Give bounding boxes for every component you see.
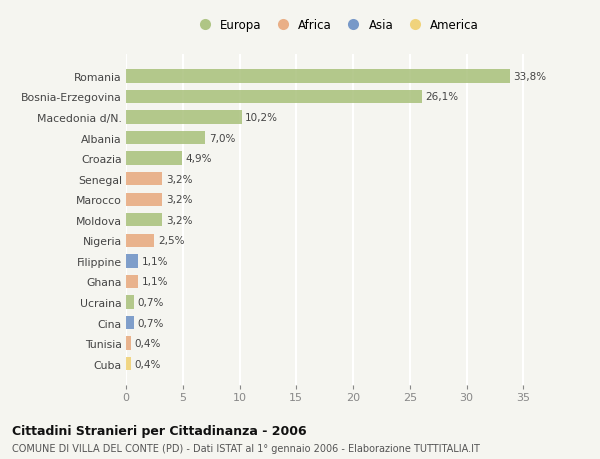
Bar [126, 90, 422, 104]
Bar [126, 70, 509, 84]
Text: 0,7%: 0,7% [137, 318, 164, 328]
Bar [126, 296, 134, 309]
Bar [126, 132, 205, 145]
Bar [126, 255, 139, 268]
Text: 7,0%: 7,0% [209, 133, 235, 143]
Bar [126, 275, 139, 289]
Bar [126, 173, 163, 186]
Bar [126, 316, 134, 330]
Bar [126, 234, 154, 247]
Text: 3,2%: 3,2% [166, 174, 192, 185]
Text: 33,8%: 33,8% [513, 72, 546, 82]
Text: 26,1%: 26,1% [425, 92, 459, 102]
Bar [126, 357, 131, 370]
Text: 2,5%: 2,5% [158, 236, 184, 246]
Bar [126, 152, 182, 165]
Text: 1,1%: 1,1% [142, 277, 169, 287]
Bar [126, 193, 163, 207]
Legend: Europa, Africa, Asia, America: Europa, Africa, Asia, America [188, 15, 484, 37]
Text: COMUNE DI VILLA DEL CONTE (PD) - Dati ISTAT al 1° gennaio 2006 - Elaborazione TU: COMUNE DI VILLA DEL CONTE (PD) - Dati IS… [12, 443, 480, 453]
Bar [126, 111, 242, 124]
Bar [126, 337, 131, 350]
Text: 3,2%: 3,2% [166, 215, 192, 225]
Text: 3,2%: 3,2% [166, 195, 192, 205]
Text: Cittadini Stranieri per Cittadinanza - 2006: Cittadini Stranieri per Cittadinanza - 2… [12, 424, 307, 437]
Text: 0,4%: 0,4% [134, 338, 160, 348]
Text: 0,7%: 0,7% [137, 297, 164, 308]
Text: 4,9%: 4,9% [185, 154, 212, 164]
Text: 0,4%: 0,4% [134, 359, 160, 369]
Text: 1,1%: 1,1% [142, 256, 169, 266]
Bar [126, 213, 163, 227]
Text: 10,2%: 10,2% [245, 113, 278, 123]
